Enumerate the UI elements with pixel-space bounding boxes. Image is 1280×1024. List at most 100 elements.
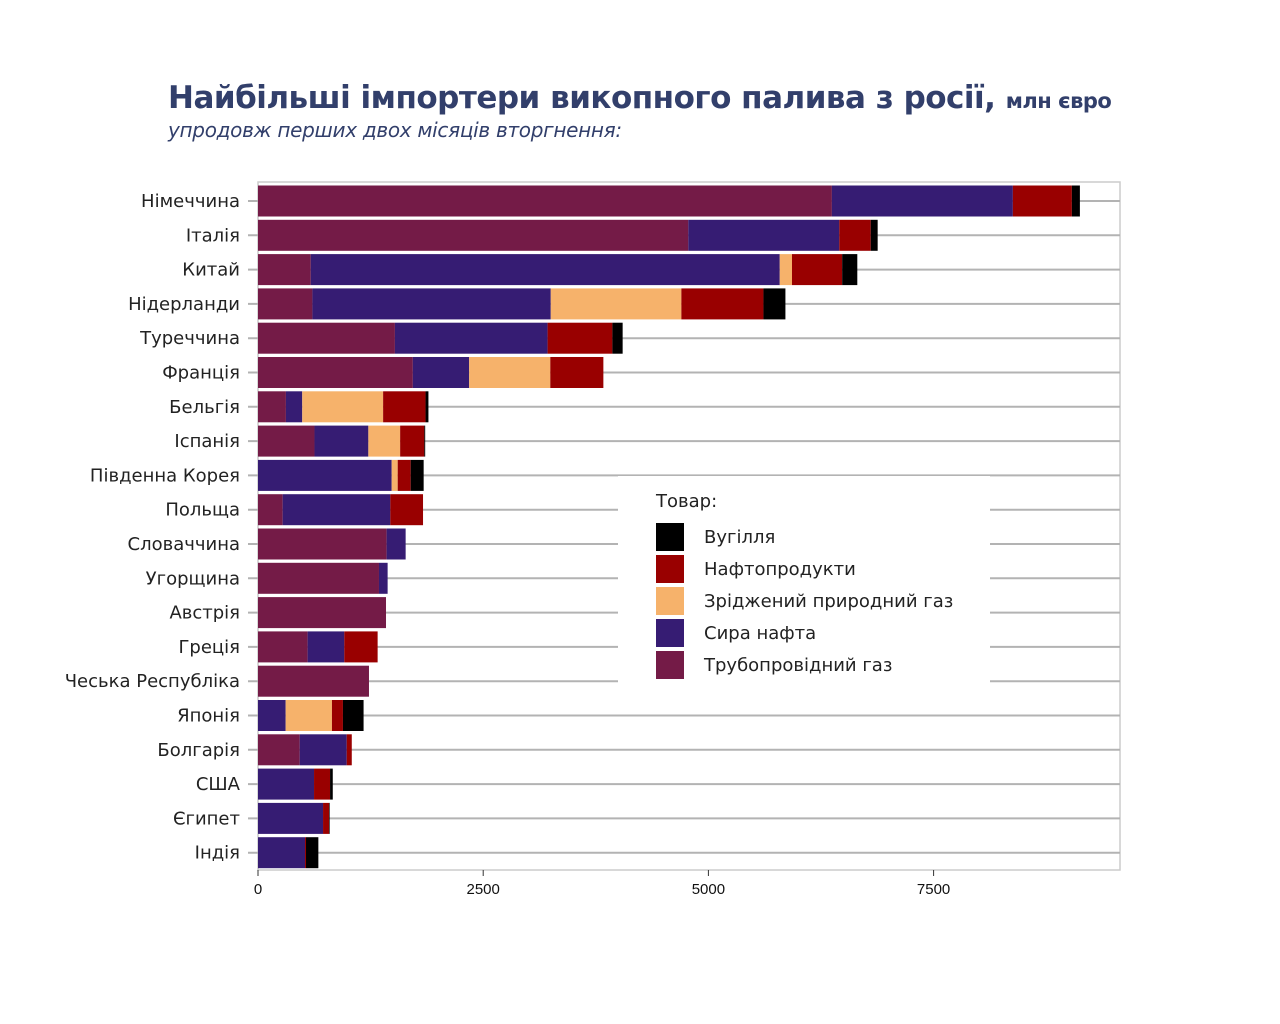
bar-segment: [307, 631, 345, 663]
x-tick-label: 7500: [917, 881, 950, 898]
category-label: Італія: [186, 225, 240, 246]
bar-segment: [258, 631, 308, 663]
category-label: Болгарія: [157, 740, 240, 761]
bar-segment: [285, 391, 303, 423]
legend-label: Трубопровідний газ: [703, 655, 892, 676]
bar-group-19: [258, 837, 319, 869]
category-label: Угорщина: [146, 568, 240, 589]
bar-segment: [688, 219, 840, 251]
bar-segment: [368, 425, 401, 457]
legend: Товар: Вугілля Нафтопродукти Зріджений прир…: [618, 476, 990, 714]
category-label: Німеччина: [141, 191, 240, 212]
bar-segment: [1071, 185, 1080, 217]
legend-label: Вугілля: [704, 527, 775, 548]
bar-segment: [282, 494, 391, 526]
bar-group-6: [258, 391, 429, 423]
bar-segment: [314, 425, 369, 457]
bar-segment: [383, 391, 426, 423]
bar-segment: [310, 254, 780, 286]
bar-group-4: [258, 322, 623, 354]
bar-segment: [258, 802, 324, 834]
bar-segment: [378, 562, 388, 594]
legend-swatch: [656, 619, 684, 647]
title-main: Найбільші імпортери викопного палива з р…: [168, 80, 996, 116]
bar-segment: [410, 459, 424, 491]
category-label: Південна Корея: [90, 465, 240, 486]
bar-segment: [258, 219, 689, 251]
bar-group-0: [258, 185, 1080, 217]
bar-group-17: [258, 768, 333, 800]
bar-segment: [870, 219, 878, 251]
bar-group-1: [258, 219, 878, 251]
bar-group-13: [258, 631, 378, 663]
category-label: Нідерланди: [128, 294, 240, 315]
category-label: Франція: [162, 363, 240, 384]
bar-segment: [258, 837, 306, 869]
bar-segment: [831, 185, 1013, 217]
bar-segment: [391, 459, 398, 491]
plot-frame: [257, 181, 1121, 871]
x-tick-label: 5000: [692, 881, 725, 898]
category-label: Індія: [195, 843, 240, 864]
bar-segment: [550, 357, 604, 388]
bar-group-5: [258, 357, 604, 388]
bar-segment: [386, 528, 406, 560]
bar-segment: [258, 254, 311, 286]
category-label: Греція: [178, 637, 240, 658]
category-label: Єгипет: [173, 808, 240, 829]
legend-label: Зріджений природний газ: [704, 591, 953, 612]
bar-group-9: [258, 494, 424, 526]
legend-swatch: [656, 651, 684, 679]
bar-group-3: [258, 288, 786, 320]
category-label: Австрія: [169, 603, 240, 624]
legend-swatch: [656, 523, 684, 551]
bar-segment: [258, 425, 315, 457]
category-label: Японія: [177, 706, 240, 727]
bar-segment: [469, 357, 551, 388]
bar-segment: [1012, 185, 1072, 217]
bar-segment: [314, 768, 331, 800]
x-tick-label: 2500: [467, 881, 500, 898]
bar-segment: [323, 802, 330, 834]
category-label: Польща: [165, 500, 240, 521]
category-label: Туреччина: [139, 328, 240, 349]
bar-segment: [547, 322, 613, 354]
legend-swatch: [656, 555, 684, 583]
category-label: США: [196, 774, 241, 795]
bar-segment: [424, 425, 426, 457]
x-tick-label: 0: [254, 881, 262, 898]
bar-segment: [330, 768, 333, 800]
bar-group-12: [258, 597, 387, 629]
bar-segment: [258, 528, 387, 560]
bar-segment: [285, 700, 332, 731]
chart-title: Найбільші імпортери викопного палива з р…: [168, 80, 1112, 116]
bar-segment: [344, 631, 378, 663]
bar-segment: [550, 288, 682, 320]
bar-segment: [400, 425, 425, 457]
title-unit: млн євро: [1005, 89, 1112, 113]
legend-swatch: [656, 587, 684, 615]
bar-segment: [346, 734, 352, 766]
bar-segment: [763, 288, 786, 320]
bar-segment: [329, 802, 330, 834]
bar-segment: [258, 322, 395, 354]
bar-group-11: [258, 562, 388, 594]
bar-segment: [779, 254, 792, 286]
legend-label: Сира нафта: [704, 623, 816, 644]
bar-segment: [258, 357, 413, 388]
bar-segment: [305, 837, 307, 869]
bar-segment: [791, 254, 843, 286]
bar-group-8: [258, 459, 424, 491]
bar-segment: [425, 391, 429, 423]
bar-segment: [681, 288, 764, 320]
bar-segment: [258, 665, 369, 697]
bar-segment: [299, 734, 347, 766]
bar-segment: [331, 700, 343, 731]
bar-group-18: [258, 802, 330, 834]
bar-segment: [342, 700, 364, 731]
bar-segment: [258, 700, 286, 731]
category-label: Китай: [182, 260, 240, 281]
chart-subtitle: упродовж перших двох місяців вторгнення:: [168, 118, 622, 142]
bar-group-15: [258, 700, 364, 731]
